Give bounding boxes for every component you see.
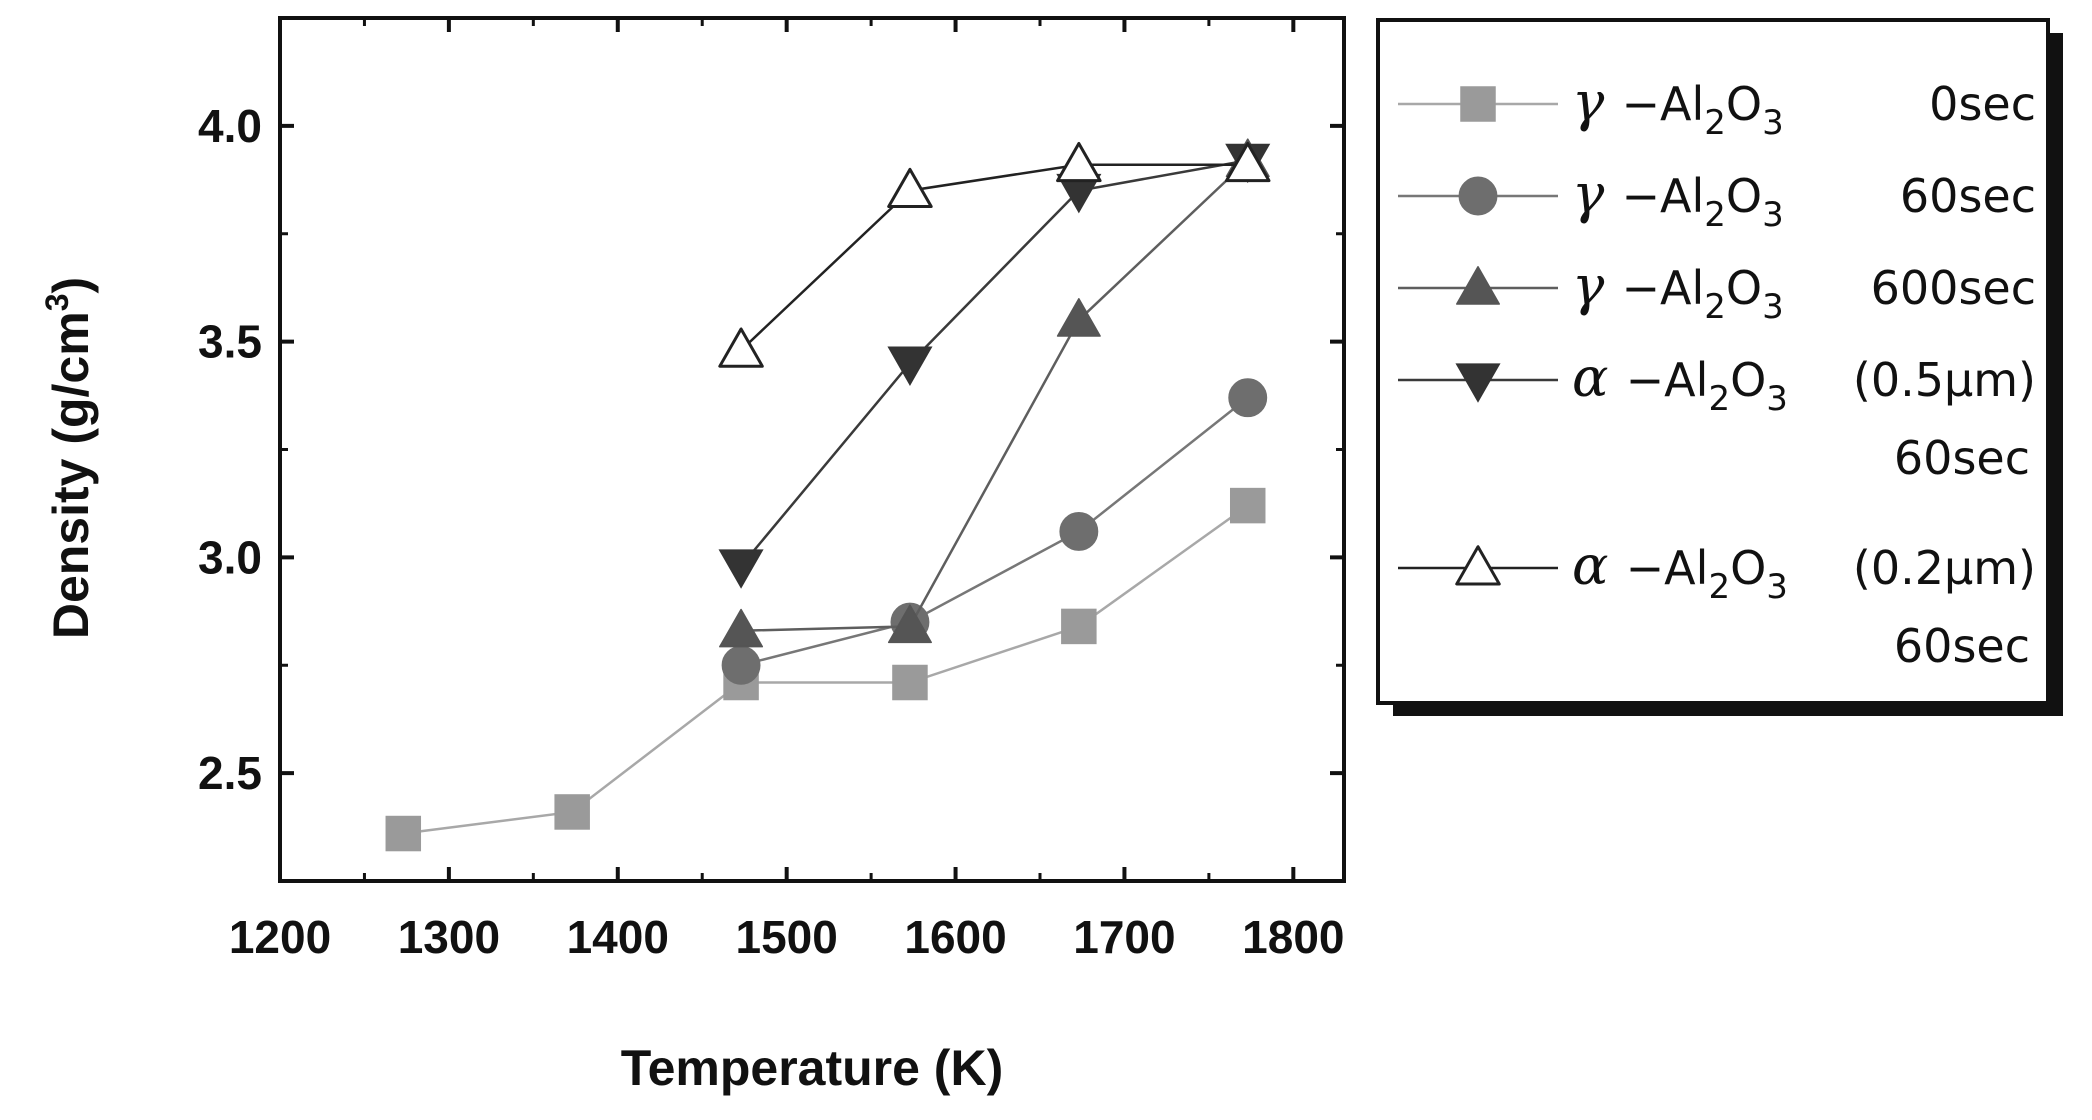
data-point xyxy=(892,664,928,701)
legend-label-greek: γ xyxy=(1572,254,1621,317)
data-point xyxy=(1056,298,1101,337)
legend-entry: γ −Al2O3 0sec xyxy=(1398,70,2036,143)
legend-label-suffix: 60sec xyxy=(1900,169,2036,223)
y-tick-label: 3.0 xyxy=(198,531,262,583)
y-axis-title: Density (g/cm3) xyxy=(39,277,99,639)
data-point xyxy=(1056,141,1102,183)
y-axis-title-main: Density (g/cm xyxy=(43,311,99,639)
legend-label-sub: 2 xyxy=(1704,103,1726,143)
data-point xyxy=(554,794,590,830)
data-point xyxy=(385,815,422,852)
x-tick-label: 1400 xyxy=(567,911,669,963)
legend-label-greek: α xyxy=(1572,346,1626,409)
legend-entry: γ −Al2O3 600sec xyxy=(1398,254,2036,327)
legend-label-greek: γ xyxy=(1572,70,1621,133)
data-point xyxy=(1228,378,1268,418)
legend-label-suffix: (0.5μm) xyxy=(1853,353,2036,407)
legend-label: α −Al2O3 xyxy=(1572,534,1788,607)
series-line xyxy=(740,163,1248,352)
legend-label-greek: γ xyxy=(1572,162,1621,225)
data-point xyxy=(718,549,764,589)
legend-label-sub: 2 xyxy=(1704,195,1726,235)
legend-label: α −Al2O3 xyxy=(1572,346,1788,419)
legend-label-second-line: 60sec xyxy=(1894,619,2030,673)
legend-label-sub: 2 xyxy=(1708,379,1730,419)
legend-label-base: −Al xyxy=(1626,353,1709,407)
legend-label-mid: O xyxy=(1726,77,1762,131)
legend-label-base: −Al xyxy=(1621,169,1704,223)
series-3 xyxy=(719,138,1270,648)
legend-label-sub: 3 xyxy=(1766,567,1788,607)
data-point xyxy=(1224,141,1271,183)
x-tick-label: 1200 xyxy=(229,911,331,963)
legend-box xyxy=(1376,18,2050,705)
legend-label-sub: 3 xyxy=(1762,103,1784,143)
y-tick-label: 2.5 xyxy=(198,747,262,799)
legend-label-mid: O xyxy=(1726,261,1762,315)
x-tick-label: 1800 xyxy=(1242,911,1344,963)
legend-label-suffix: 0sec xyxy=(1929,77,2036,131)
series-line xyxy=(740,159,1248,567)
y-axis-ticks: 2.5 3.0 3.5 4.0 xyxy=(198,16,1344,883)
legend-label-mid: O xyxy=(1726,169,1762,223)
legend-label-base: −Al xyxy=(1621,261,1704,315)
legend-entry: α −Al2O3 (0.2μm) 60sec xyxy=(1398,534,2036,673)
series-1 xyxy=(385,487,1266,852)
legend-label-mid: O xyxy=(1730,541,1766,595)
legend-label-sub: 2 xyxy=(1708,567,1730,607)
legend-marker xyxy=(1458,176,1498,216)
series-line xyxy=(403,504,1249,835)
data-point xyxy=(1061,608,1097,645)
series-line xyxy=(740,396,1249,667)
legend-label-base: −Al xyxy=(1626,541,1709,595)
y-tick-label: 4.0 xyxy=(198,100,262,152)
series-4 xyxy=(718,143,1271,589)
x-tick-label: 1600 xyxy=(904,911,1006,963)
legend-marker xyxy=(1455,363,1501,403)
legend-label: γ −Al2O3 xyxy=(1572,162,1784,235)
data-point xyxy=(1059,512,1099,551)
y-axis-title-end: ) xyxy=(43,277,99,294)
legend-label: γ −Al2O3 xyxy=(1572,70,1784,143)
x-tick-label: 1500 xyxy=(735,911,837,963)
legend-label-suffix: (0.2μm) xyxy=(1853,541,2036,595)
y-tick-label: 3.5 xyxy=(198,316,262,368)
data-point xyxy=(721,645,761,685)
legend-marker xyxy=(1456,266,1500,305)
data-point xyxy=(887,604,932,644)
data-point xyxy=(887,346,933,386)
x-axis-ticks: 1200 1300 1400 1500 1600 1700 1800 xyxy=(229,18,1345,963)
series-layer xyxy=(385,138,1271,852)
legend-label-suffix: 600sec xyxy=(1871,261,2036,315)
data-point xyxy=(719,608,764,648)
legend-entry: γ −Al2O3 60sec xyxy=(1398,162,2036,235)
x-tick-label: 1700 xyxy=(1073,911,1175,963)
data-point xyxy=(1229,487,1266,524)
legend-marker xyxy=(1460,86,1496,122)
legend-label-sub: 3 xyxy=(1762,287,1784,327)
plot-frame xyxy=(278,16,1346,883)
series-5 xyxy=(718,141,1271,368)
legend-label-greek: α xyxy=(1572,534,1626,597)
legend-label: γ −Al2O3 xyxy=(1572,254,1784,327)
series-line xyxy=(741,159,1249,632)
data-point xyxy=(887,167,933,209)
legend-entry: α −Al2O3 (0.5μm) 60sec xyxy=(1398,346,2036,485)
legend-marker xyxy=(1455,545,1501,586)
legend-label-sub: 3 xyxy=(1762,195,1784,235)
legend-label-mid: O xyxy=(1730,353,1766,407)
series-2 xyxy=(721,378,1268,685)
legend-label-base: −Al xyxy=(1621,77,1704,131)
data-point xyxy=(718,327,764,368)
legend-label-second-line: 60sec xyxy=(1894,431,2030,485)
y-axis-title-sup: 3 xyxy=(39,294,75,312)
legend-label-sub: 3 xyxy=(1766,379,1788,419)
legend-label-sub: 2 xyxy=(1704,287,1726,327)
x-tick-label: 1300 xyxy=(398,911,500,963)
x-axis-title: Temperature (K) xyxy=(621,1040,1003,1096)
